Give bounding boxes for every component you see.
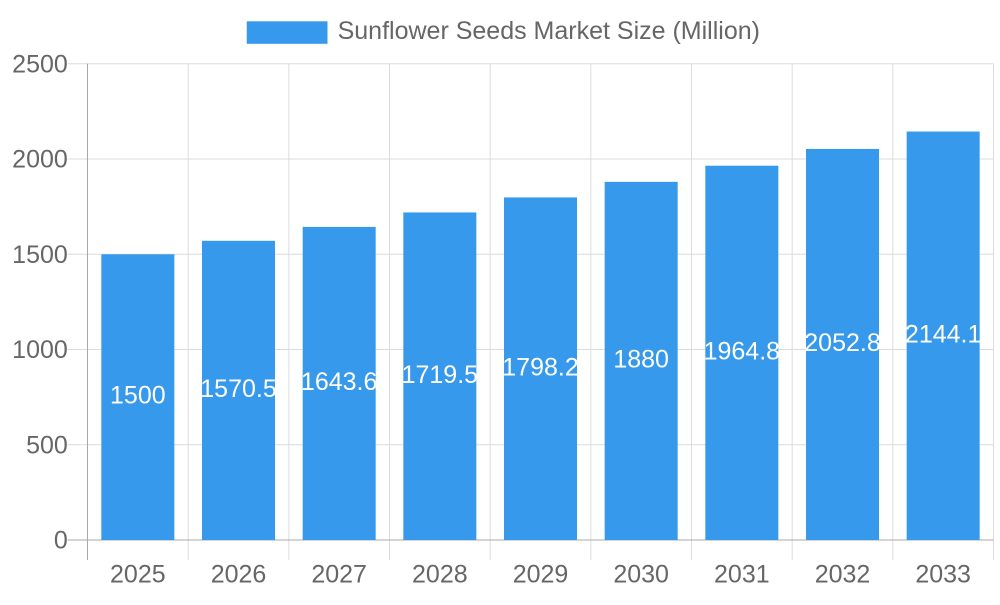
svg-text:2026: 2026: [211, 561, 267, 589]
svg-text:1880: 1880: [613, 346, 669, 374]
svg-text:1798.2: 1798.2: [502, 353, 578, 381]
svg-text:1500: 1500: [110, 382, 166, 410]
svg-text:2052.8: 2052.8: [804, 329, 880, 357]
svg-text:1500: 1500: [12, 241, 68, 269]
svg-text:1643.6: 1643.6: [301, 368, 377, 396]
svg-text:2000: 2000: [12, 146, 68, 174]
svg-text:1570.5: 1570.5: [200, 375, 276, 403]
svg-text:Sunflower Seeds Market Size (M: Sunflower Seeds Market Size (Million): [338, 17, 760, 45]
svg-text:2025: 2025: [110, 561, 166, 589]
svg-text:500: 500: [26, 431, 68, 459]
svg-text:2029: 2029: [513, 561, 569, 589]
svg-text:2144.1: 2144.1: [905, 320, 981, 348]
svg-text:2033: 2033: [915, 561, 971, 589]
svg-text:2027: 2027: [311, 561, 367, 589]
svg-text:2032: 2032: [815, 561, 871, 589]
svg-text:1719.5: 1719.5: [402, 361, 478, 389]
svg-text:2031: 2031: [714, 561, 770, 589]
svg-text:1964.8: 1964.8: [704, 337, 780, 365]
svg-text:2028: 2028: [412, 561, 468, 589]
svg-text:1000: 1000: [12, 336, 68, 364]
svg-text:2500: 2500: [12, 50, 68, 78]
svg-text:2030: 2030: [613, 561, 669, 589]
svg-text:0: 0: [54, 527, 68, 555]
